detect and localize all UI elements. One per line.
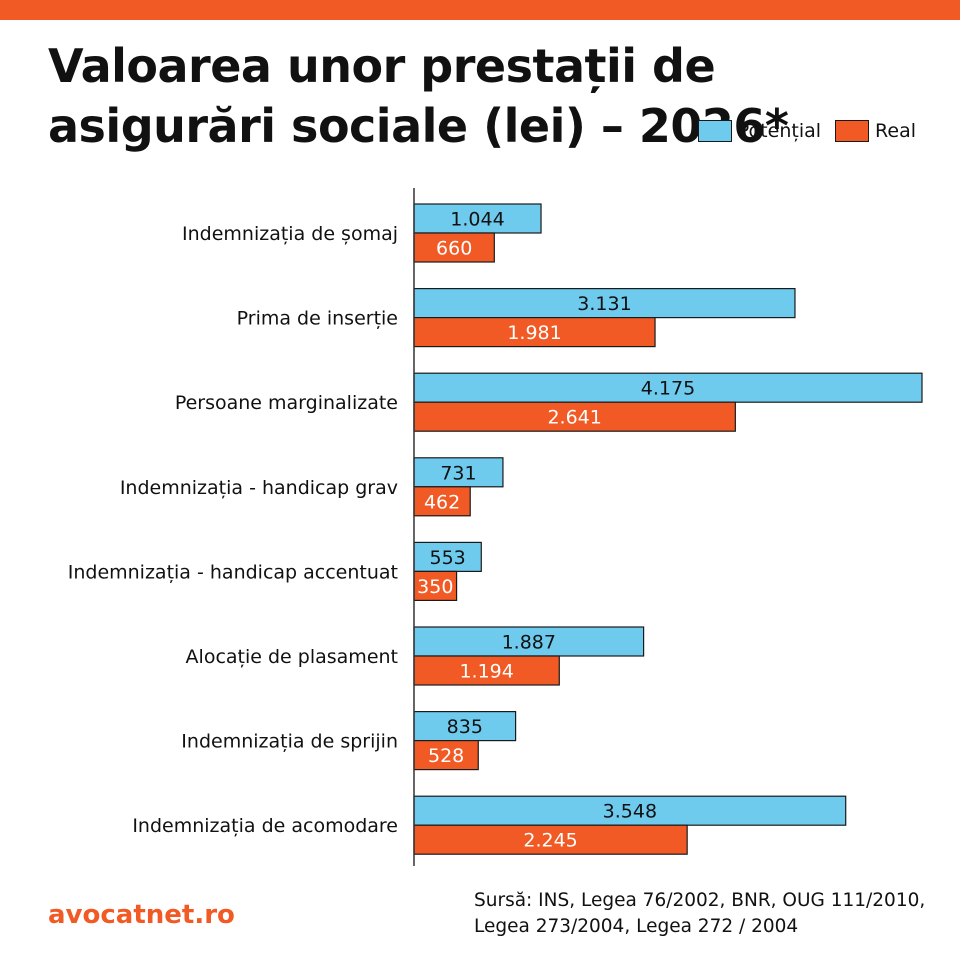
legend-swatch-potential xyxy=(697,120,732,142)
bar-label-potential-prima-de-insertie: 3.131 xyxy=(577,293,631,315)
bar-label-potential-indemnizatia-de-acomodare: 3.548 xyxy=(603,801,657,823)
category-label-indemnizatia-handicap-accentuat: Indemnizația - handicap accentuat xyxy=(68,561,398,583)
bar-label-real-prima-de-insertie: 1.981 xyxy=(507,322,561,344)
bar-label-real-alocatie-de-plasament: 1.194 xyxy=(459,661,513,683)
category-label-indemnizatia-de-acomodare: Indemnizația de acomodare xyxy=(132,815,398,837)
bar-label-potential-indemnizatia-handicap-grav: 731 xyxy=(440,462,476,484)
bar-potential-indemnizatia-handicap-grav xyxy=(413,457,504,488)
category-label-prima-de-insertie: Prima de inserție xyxy=(237,308,398,330)
bar-label-real-persoane-marginalizate: 2.641 xyxy=(547,407,601,429)
bar-potential-indemnizatia-de-acomodare xyxy=(413,795,847,826)
bar-label-potential-indemnizatia-de-sprijin: 835 xyxy=(447,716,483,738)
bar-label-potential-indemnizatia-de-somaj: 1.044 xyxy=(450,209,504,231)
category-label-persoane-marginalizate: Persoane marginalizate xyxy=(175,392,398,414)
bar-real-indemnizatia-de-acomodare xyxy=(413,824,688,855)
legend: Potențial Real xyxy=(684,120,916,142)
legend-item-potential: Potențial xyxy=(697,120,822,142)
bar-real-indemnizatia-handicap-accentuat xyxy=(413,570,458,602)
source-note: Sursă: INS, Legea 76/2002, BNR, OUG 111/… xyxy=(474,890,926,937)
legend-item-real: Real xyxy=(835,120,916,142)
chart-title: Valoarea unor prestații de asigurări soc… xyxy=(48,39,789,153)
top-accent-bar xyxy=(0,0,960,20)
bar-label-potential-persoane-marginalizate: 4.175 xyxy=(641,378,695,400)
bar-potential-persoane-marginalizate xyxy=(413,372,923,403)
bar-label-real-indemnizatia-de-somaj: 660 xyxy=(436,238,472,260)
category-label-indemnizatia-de-somaj: Indemnizația de șomaj xyxy=(182,223,398,245)
bar-label-potential-alocatie-de-plasament: 1.887 xyxy=(502,632,556,654)
category-label-indemnizatia-handicap-grav: Indemnizația - handicap grav xyxy=(120,477,398,499)
bar-potential-alocatie-de-plasament xyxy=(413,626,645,657)
legend-swatch-real xyxy=(835,120,870,142)
category-label-indemnizatia-de-sprijin: Indemnizația de sprijin xyxy=(181,731,398,753)
bar-real-alocatie-de-plasament xyxy=(413,655,560,686)
category-label-alocatie-de-plasament: Alocație de plasament xyxy=(186,646,398,668)
brand-logo-text: avocatnet.ro xyxy=(48,900,235,930)
bar-real-indemnizatia-de-sprijin xyxy=(413,739,479,771)
bar-real-prima-de-insertie xyxy=(413,317,656,348)
bar-potential-indemnizatia-handicap-accentuat xyxy=(413,541,482,573)
bar-label-potential-indemnizatia-handicap-accentuat: 553 xyxy=(430,547,466,569)
legend-label-potential: Potențial xyxy=(737,120,822,142)
legend-label-real: Real xyxy=(875,120,916,142)
bar-label-real-indemnizatia-handicap-grav: 462 xyxy=(424,491,460,513)
bar-label-real-indemnizatia-handicap-accentuat: 350 xyxy=(417,576,453,598)
bar-label-real-indemnizatia-de-sprijin: 528 xyxy=(428,745,464,767)
bar-real-persoane-marginalizate xyxy=(413,401,736,432)
bar-label-real-indemnizatia-de-acomodare: 2.245 xyxy=(523,830,577,852)
bar-potential-indemnizatia-de-sprijin xyxy=(413,710,517,742)
